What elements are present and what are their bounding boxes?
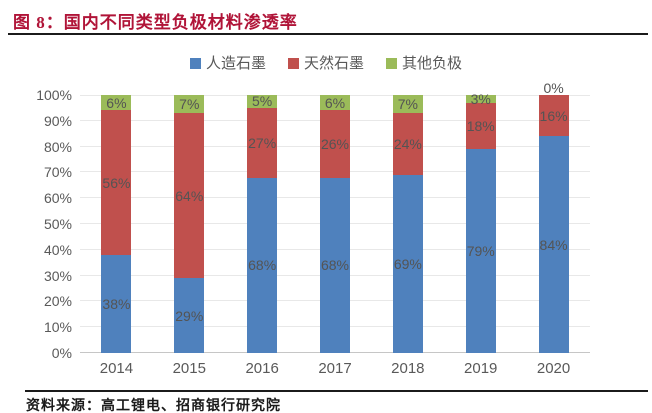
title-divider	[8, 33, 648, 35]
bar-segment-2015-2	[174, 95, 205, 114]
bar-segment-2016-2	[247, 95, 278, 108]
legend-item-2: 其他负极	[386, 56, 462, 71]
y-tick-label: 60%	[43, 190, 72, 207]
x-tick-label: 2014	[99, 360, 134, 377]
y-tick-label: 50%	[43, 216, 72, 232]
data-label: 79%	[466, 243, 495, 260]
x-tick-label: 2019	[464, 360, 498, 377]
data-label: 24%	[393, 136, 422, 153]
bar-segment-2020-0	[538, 136, 569, 353]
legend-item-0: 人造石墨	[189, 54, 266, 72]
bar-segment-2016-1	[247, 107, 278, 178]
data-label: 69%	[393, 255, 422, 272]
bar-segment-2017-0	[320, 177, 350, 353]
bar-segment-2018-1	[392, 113, 423, 175]
data-label: 29%	[175, 307, 204, 324]
y-tick-label: 70%	[43, 164, 72, 181]
legend-label: 人造石墨	[205, 54, 266, 72]
data-label: 7%	[179, 96, 200, 113]
x-tick-label: 2017	[318, 360, 352, 377]
data-label: 56%	[102, 174, 131, 191]
data-label: 26%	[320, 136, 350, 153]
bar-segment-2019-2	[465, 95, 496, 103]
data-label: 5%	[252, 93, 273, 110]
bar-segment-2016-0	[247, 177, 278, 353]
bar-segment-2020-1	[538, 95, 569, 137]
y-tick-label: 20%	[43, 293, 72, 310]
y-tick-label: 90%	[43, 112, 72, 129]
x-tick-label: 2015	[172, 360, 206, 377]
chart-plot-area: 38% 56% 6% 29% 64% 7% 68% 27% 5% 68% 26% 6% 69% 24% 7%…	[80, 81, 590, 353]
y-tick-label: 10%	[43, 319, 72, 336]
x-tick-label: 2020	[536, 360, 571, 377]
data-label: 7%	[397, 96, 418, 113]
bar-segment-2018-0	[392, 174, 423, 353]
x-tick-label: 2018	[391, 360, 425, 377]
data-label: 64%	[175, 187, 204, 204]
bar-segment-2019-0	[465, 149, 496, 353]
data-label: 27%	[248, 134, 277, 151]
bar-segment-2019-1	[465, 102, 496, 150]
bar-segment-2014-2	[101, 95, 132, 111]
y-tick-label: 40%	[43, 241, 72, 258]
x-tick-label: 2016	[245, 360, 279, 377]
bar-segment-2015-1	[174, 113, 205, 279]
bar-segment-2018-2	[392, 95, 423, 114]
legend-label: 其他负极	[402, 54, 463, 72]
legend-item-1: 天然石墨	[287, 54, 364, 72]
bar-segment-2017-2	[320, 95, 350, 111]
data-label: 68%	[320, 257, 350, 274]
legend-swatch-icon	[189, 57, 201, 69]
data-label: 6%	[324, 94, 346, 111]
bar-segment-2015-0	[174, 278, 205, 353]
data-label: 0%	[543, 80, 564, 96]
data-label: 68%	[248, 257, 277, 274]
y-tick-label: 80%	[43, 138, 72, 155]
data-label: 16%	[539, 107, 568, 124]
legend-swatch-icon	[287, 57, 299, 69]
bar-segment-2014-1	[101, 110, 132, 255]
footer-divider	[25, 390, 648, 392]
y-tick-label: 30%	[43, 267, 72, 284]
legend-swatch-icon	[386, 57, 397, 69]
data-label: 38%	[102, 295, 131, 312]
source-note: 资料来源：高工锂电、招商银行研究院	[26, 399, 281, 413]
legend-label: 天然石墨	[303, 54, 364, 72]
data-label: 84%	[539, 236, 568, 253]
y-tick-label: 0%	[51, 345, 72, 361]
chart-legend: 人造石墨 天然石墨 其他负极	[0, 54, 652, 72]
y-tick-label: 100%	[36, 87, 72, 103]
bar-segment-2017-1	[320, 110, 350, 178]
data-label: 3%	[470, 90, 491, 107]
figure-title: 图 8：国内不同类型负极材料渗透率	[13, 13, 298, 32]
data-label: 18%	[466, 117, 495, 134]
data-label: 6%	[106, 94, 127, 111]
bar-segment-2014-0	[101, 254, 132, 353]
